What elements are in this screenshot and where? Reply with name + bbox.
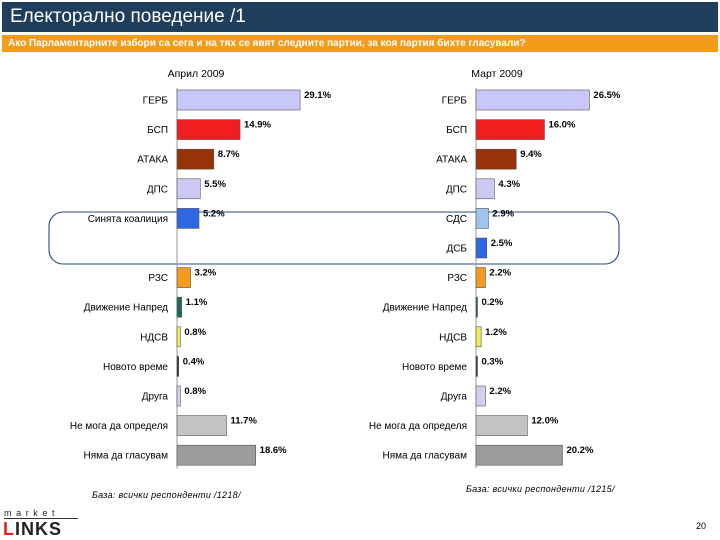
data-label: 0.8% xyxy=(184,386,206,397)
data-label: 0.8% xyxy=(184,327,206,338)
data-label: 2.5% xyxy=(491,238,513,249)
category-label: Синята коалиция xyxy=(88,214,168,225)
category-label: Друга xyxy=(142,392,169,403)
category-label: Новото време xyxy=(103,362,168,373)
survey-question: Ако Парламентарните избори са сега и на … xyxy=(8,38,526,49)
data-label: 5.2% xyxy=(203,208,225,219)
title-bar: Електорално поведение /1 xyxy=(2,2,718,32)
bar xyxy=(176,267,191,288)
bar xyxy=(176,178,201,200)
logo-letter: L xyxy=(3,519,15,539)
bar xyxy=(176,89,301,111)
highlight-frame xyxy=(48,211,620,265)
base-note-march: База: всички респонденти /1215/ xyxy=(466,484,615,494)
category-label: РЗС xyxy=(447,273,467,284)
category-label: ДСБ xyxy=(446,244,467,255)
category-label: ДПС xyxy=(147,184,168,195)
category-label: БСП xyxy=(446,125,467,136)
data-label: 20.2% xyxy=(566,445,593,456)
bar xyxy=(475,385,486,407)
data-label: 2.2% xyxy=(489,386,511,397)
bar xyxy=(176,119,241,140)
data-label: 18.6% xyxy=(260,445,287,456)
data-label: 9.4% xyxy=(520,149,542,160)
question-bar: Ако Парламентарните избори са сега и на … xyxy=(2,35,718,52)
bar xyxy=(475,296,478,318)
category-label: Не мога да определя xyxy=(70,421,168,432)
data-label: 1.2% xyxy=(485,327,507,338)
company-logo: LINKS xyxy=(3,519,62,540)
bar xyxy=(176,444,256,466)
data-label: 1.1% xyxy=(186,297,208,308)
category-label: НДСВ xyxy=(439,332,467,343)
bar xyxy=(475,178,495,200)
data-label: 26.5% xyxy=(593,90,620,101)
data-label: 3.2% xyxy=(195,268,217,279)
bar xyxy=(475,148,517,170)
bar xyxy=(176,385,181,407)
bar xyxy=(176,208,200,229)
chart-title-april: Април 2009 xyxy=(168,68,225,80)
bar xyxy=(176,296,182,318)
bar xyxy=(475,356,478,377)
category-label: Няма да гласувам xyxy=(383,451,468,462)
category-label: АТАКА xyxy=(436,155,467,166)
data-label: 8.7% xyxy=(218,149,240,160)
category-label: ГЕРБ xyxy=(442,96,468,107)
bar xyxy=(475,415,528,436)
page-title: Електорално поведение /1 xyxy=(10,6,246,27)
bar xyxy=(475,237,487,259)
bar xyxy=(176,148,215,170)
category-label: Новото време xyxy=(402,362,467,373)
bar xyxy=(475,444,563,466)
category-label: БСП xyxy=(147,125,168,136)
category-label: ДПС xyxy=(446,184,467,195)
bar xyxy=(475,267,486,288)
data-label: 16.0% xyxy=(548,120,575,131)
data-label: 12.0% xyxy=(531,416,558,427)
bar xyxy=(176,415,227,436)
category-label: ГЕРБ xyxy=(143,96,169,107)
category-label: РЗС xyxy=(148,273,168,284)
logo-rule xyxy=(4,518,78,519)
data-label: 0.3% xyxy=(482,356,504,367)
page-number: 20 xyxy=(695,521,706,531)
category-label: АТАКА xyxy=(137,155,168,166)
category-label: Няма да гласувам xyxy=(84,451,169,462)
data-label: 14.9% xyxy=(244,120,271,131)
data-label: 5.5% xyxy=(204,179,226,190)
category-label: Не мога да определя xyxy=(369,421,467,432)
data-label: 29.1% xyxy=(304,90,331,101)
data-label: 11.7% xyxy=(230,416,257,427)
base-note-april: База: всички респонденти /1218/ xyxy=(92,490,241,500)
data-label: 0.2% xyxy=(482,297,504,308)
bar xyxy=(176,326,181,348)
bar xyxy=(475,89,590,111)
category-label: НДСВ xyxy=(140,332,168,343)
bar xyxy=(176,356,179,377)
category-label: Движение Напред xyxy=(84,303,168,314)
bar xyxy=(475,326,482,348)
data-label: 4.3% xyxy=(498,179,520,190)
logo-market-text: market xyxy=(4,508,60,518)
data-label: 2.2% xyxy=(489,268,511,279)
bar xyxy=(475,119,545,140)
logo-rest: INKS xyxy=(15,519,63,539)
chart-title-march: Март 2009 xyxy=(471,68,523,80)
bar xyxy=(475,208,489,229)
category-label: СДС xyxy=(446,214,467,225)
data-label: 0.4% xyxy=(183,356,205,367)
data-label: 2.9% xyxy=(492,208,514,219)
category-label: Друга xyxy=(441,392,468,403)
category-label: Движение Напред xyxy=(383,303,467,314)
